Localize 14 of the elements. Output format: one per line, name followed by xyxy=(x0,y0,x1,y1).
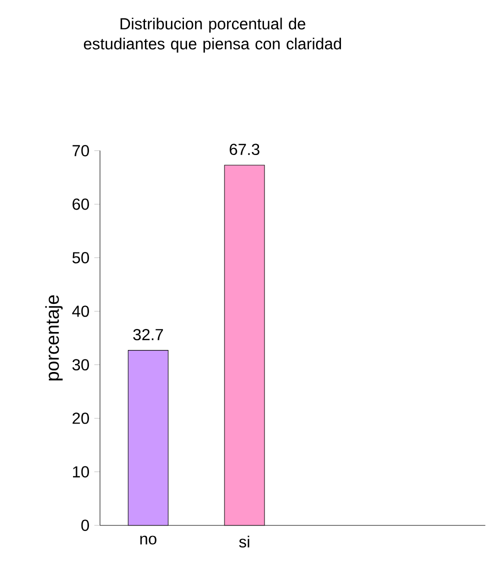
x-tick-label: no xyxy=(140,536,156,544)
x-tick-label: si xyxy=(239,536,250,548)
y-tick-label: 20 xyxy=(72,412,89,424)
y-tick-label: 60 xyxy=(72,198,89,210)
y-tick-label: 0 xyxy=(81,520,89,531)
y-axis-title: porcentaje xyxy=(45,295,63,380)
data-label: 32.7 xyxy=(133,328,163,340)
data-label: 67.3 xyxy=(230,144,260,156)
y-tick-label: 10 xyxy=(73,466,89,478)
y-tick-label: 50 xyxy=(72,252,89,264)
chart-title: Distribucion porcentual de estudiantes que piensa con claridad xyxy=(84,18,341,53)
y-tick-label: 30 xyxy=(72,359,89,370)
y-tick-label: 40 xyxy=(72,306,89,317)
y-tick-label: 70 xyxy=(72,145,89,156)
